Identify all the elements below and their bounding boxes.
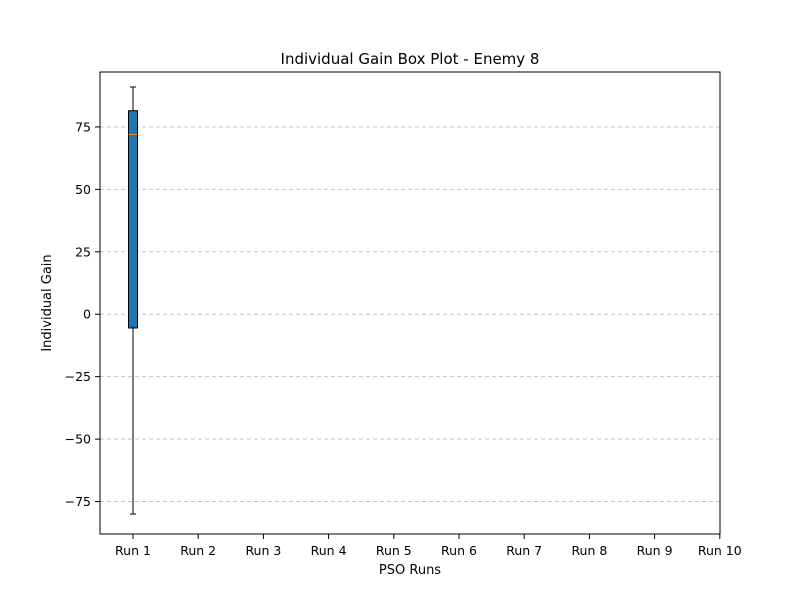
x-tick-label: Run 8 (571, 543, 607, 558)
x-tick-label: Run 9 (637, 543, 673, 558)
y-tick-label: −50 (65, 432, 91, 447)
y-tick-label: 50 (75, 182, 91, 197)
x-tick-label: Run 4 (311, 543, 347, 558)
x-axis-ticks: Run 1 Run 2 Run 3 Run 4 Run 5 Run 6 Run 7 Run 8… (115, 534, 742, 558)
x-tick-label: Run 6 (441, 543, 477, 558)
x-tick-label: Run 7 (506, 543, 542, 558)
x-tick-label: Run 10 (698, 543, 742, 558)
y-tick-label: 0 (83, 307, 91, 322)
grid-lines (100, 126, 720, 503)
y-axis-ticks: −75 −50 −25 0 25 50 75 (65, 119, 100, 509)
box-iqr (128, 110, 138, 329)
x-axis-label: PSO Runs (379, 563, 441, 578)
y-axis-label: Individual Gain (40, 254, 55, 351)
y-tick-label: 75 (75, 119, 91, 134)
x-tick-label: Run 5 (376, 543, 412, 558)
y-tick-label: 25 (75, 244, 91, 259)
y-tick-label: −25 (65, 369, 91, 384)
x-tick-label: Run 2 (180, 543, 216, 558)
boxes (128, 86, 138, 515)
chart-title: Individual Gain Box Plot - Enemy 8 (281, 50, 540, 68)
x-tick-label: Run 3 (245, 543, 281, 558)
plot-area-frame (99, 71, 721, 535)
y-tick-label: −75 (65, 494, 91, 509)
x-tick-label: Run 1 (115, 543, 151, 558)
